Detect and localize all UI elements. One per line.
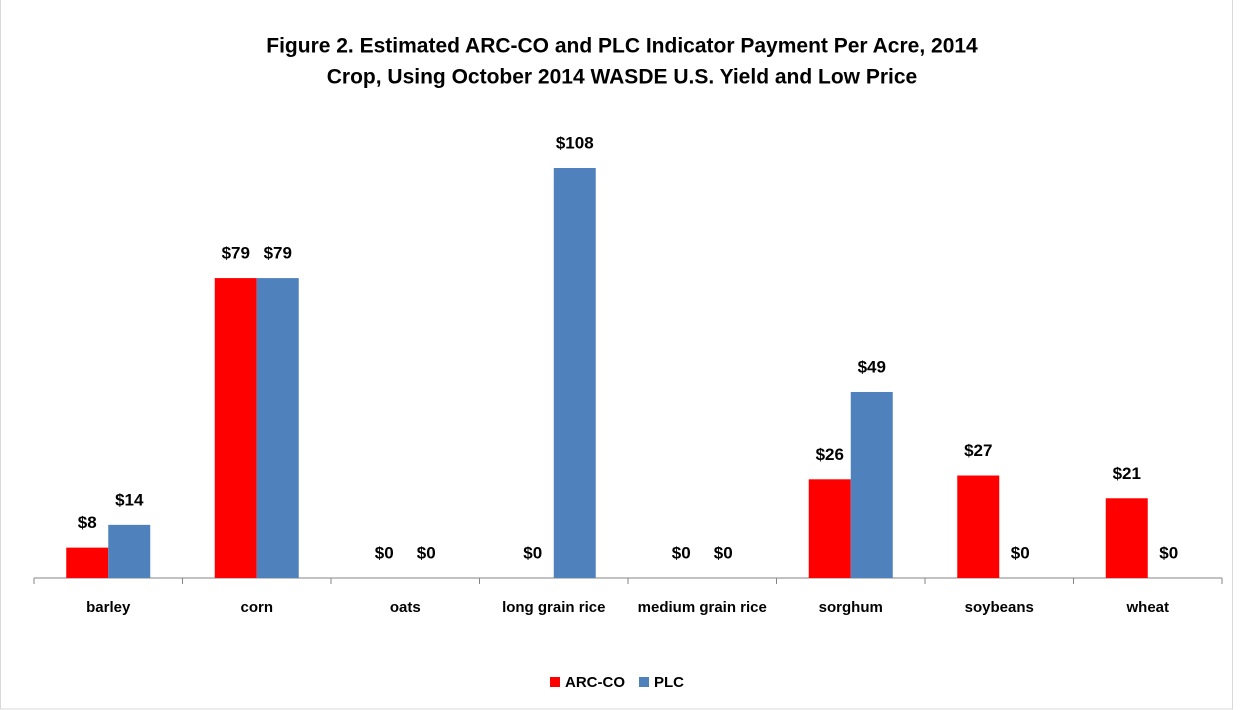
legend-swatch xyxy=(550,677,560,687)
value-label: $0 xyxy=(1159,543,1178,562)
value-label: $0 xyxy=(714,543,733,562)
x-tick-label: barley xyxy=(86,599,131,616)
value-label: $0 xyxy=(1011,543,1030,562)
bar xyxy=(214,278,257,578)
value-label: $14 xyxy=(115,490,144,509)
bar xyxy=(957,475,1000,578)
bar xyxy=(553,168,596,578)
value-label: $21 xyxy=(1113,464,1141,483)
value-label: $79 xyxy=(264,244,292,263)
value-label: $0 xyxy=(672,543,691,562)
bar xyxy=(66,547,109,578)
value-label: $0 xyxy=(523,543,542,562)
x-tick-label: corn xyxy=(240,599,273,616)
bar xyxy=(808,479,851,578)
value-label: $0 xyxy=(375,543,394,562)
chart-title: Crop, Using October 2014 WASDE U.S. Yiel… xyxy=(327,66,917,89)
value-label: $79 xyxy=(222,244,250,263)
x-tick-label: long grain rice xyxy=(502,599,606,616)
bar xyxy=(850,391,893,578)
legend-label: PLC xyxy=(654,674,684,691)
bar xyxy=(256,278,299,578)
x-tick-label: wheat xyxy=(1126,599,1169,616)
x-tick-label: soybeans xyxy=(964,599,1034,616)
chart-title: Figure 2. Estimated ARC-CO and PLC Indic… xyxy=(266,35,978,58)
bar xyxy=(108,524,151,578)
value-label: $49 xyxy=(858,357,886,376)
value-label: $108 xyxy=(556,133,594,152)
x-tick-label: medium grain rice xyxy=(637,599,767,616)
value-label: $8 xyxy=(78,513,97,532)
value-label: $26 xyxy=(816,445,844,464)
value-label: $0 xyxy=(417,543,436,562)
x-tick-label: oats xyxy=(389,599,421,616)
legend-swatch xyxy=(639,677,649,687)
legend-label: ARC-CO xyxy=(565,674,625,691)
value-label: $27 xyxy=(964,441,992,460)
bar xyxy=(1105,498,1148,578)
x-tick-label: sorghum xyxy=(818,599,883,616)
